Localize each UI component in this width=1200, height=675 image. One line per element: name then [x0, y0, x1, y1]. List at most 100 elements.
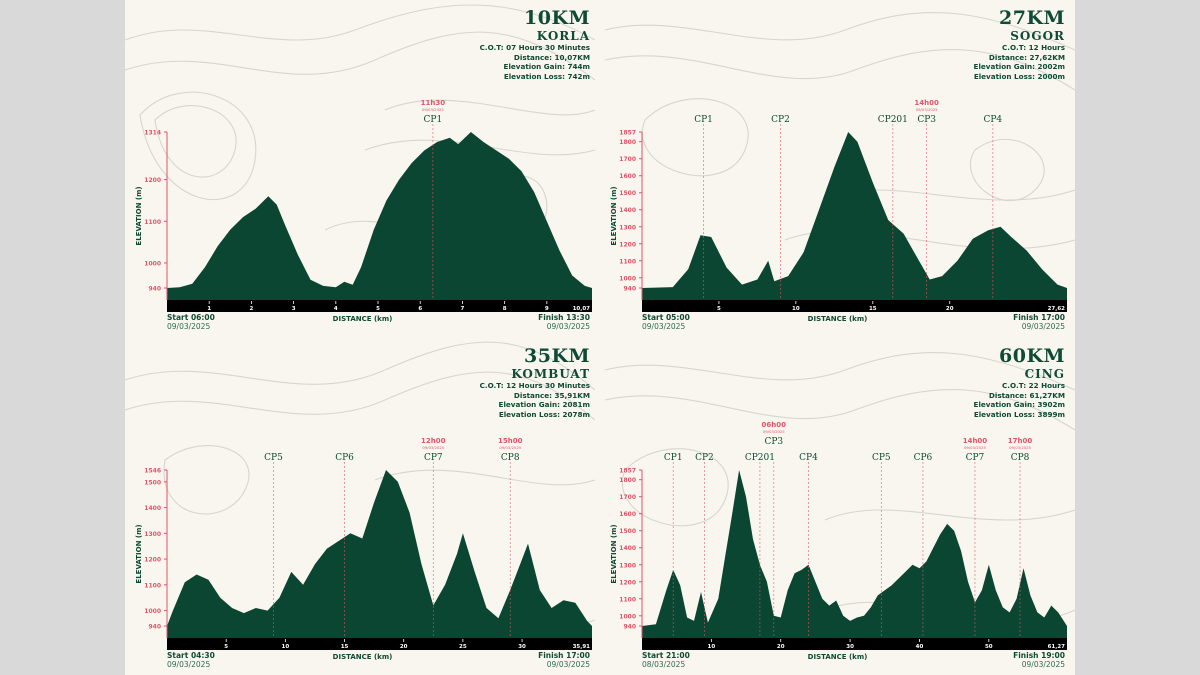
race-name: SOGOR	[1010, 29, 1065, 43]
start-time: Start 04:30	[167, 651, 215, 660]
checkpoint-cutoff-time: 11h30	[421, 99, 446, 107]
checkpoint-cutoff-time: 17h00	[1008, 437, 1033, 445]
y-tick-label: 1200	[144, 177, 161, 184]
race-name: CING	[1024, 367, 1065, 381]
checkpoint-cutoff-date: 09/03/2025	[499, 445, 521, 450]
x-tick-label: 30	[846, 644, 854, 650]
x-end-label: 10,07	[573, 306, 591, 312]
x-tick-label: 20	[946, 306, 954, 312]
start-info: Start 21:00 08/03/2025	[642, 651, 690, 669]
x-tick-label: 4	[334, 306, 338, 312]
race-header: 10KM KORLA C.O.T: 07 Hours 30 Minutes Di…	[480, 8, 590, 81]
y-tick-label: 1300	[619, 562, 636, 569]
finish-date: 09/03/2025	[1021, 322, 1065, 331]
elevation-chart: 940 1000 1100 1200 1300 1400 1500 1600 1700 1800 1…	[610, 99, 1067, 312]
y-tick-label: 940	[623, 624, 636, 631]
cut-off-time: C.O.T: 07 Hours 30 Minutes	[479, 43, 590, 52]
race-name: KOMBUAT	[511, 367, 590, 381]
checkpoint-label: CP7	[424, 453, 443, 463]
y-tick-label: 1857	[619, 468, 636, 475]
checkpoint-cutoff-date: 09/03/2025	[1009, 445, 1031, 450]
checkpoint-label: CP5	[264, 453, 283, 463]
y-tick-label: 1100	[144, 219, 161, 226]
y-tick-label: 940	[148, 286, 161, 293]
finish-time: Finish 13:30	[538, 313, 590, 322]
elevation-chart: 940 1000 1100 1200 1314 ELEVATION (m) 1 2 3 4 5 6 7 8…	[135, 99, 592, 312]
y-tick-label: 1857	[619, 130, 636, 137]
elevation-area	[642, 132, 1067, 300]
y-tick-label: 1700	[619, 156, 636, 163]
y-tick-label: 1600	[619, 173, 636, 180]
x-tick-label: 20	[400, 644, 408, 650]
elevation-gain-stat: Elevation Gain: 744m	[503, 62, 590, 71]
finish-time: Finish 17:00	[538, 651, 590, 660]
checkpoint-cutoff-date: 09/03/2025	[422, 445, 444, 450]
y-tick-label: 1000	[619, 613, 636, 620]
checkpoint-cutoff-date: 09/03/2025	[916, 107, 938, 112]
panel-35km: 940 1000 1100 1200 1300 1400 1500 1546 ELEVATION…	[125, 338, 600, 675]
checkpoint-label: CP5	[872, 453, 891, 463]
y-tick-label: 1200	[619, 241, 636, 248]
y-tick-label: 1500	[619, 190, 636, 197]
cut-off-time: C.O.T: 12 Hours	[1002, 43, 1065, 52]
elevation-profiles-board: 940 1000 1100 1200 1314 ELEVATION (m) 1 2 3 4 5 6 7 8…	[125, 0, 1075, 675]
finish-date: 09/03/2025	[546, 322, 590, 331]
x-tick-label: 7	[461, 306, 465, 312]
y-tick-label: 1100	[619, 258, 636, 265]
elevation-gain-stat: Elevation Gain: 2081m	[498, 400, 590, 409]
start-date: 08/03/2025	[642, 660, 686, 669]
start-info: Start 06:00 09/03/2025	[167, 313, 215, 331]
x-tick-label: 10	[708, 644, 716, 650]
checkpoint-label: CP6	[335, 453, 354, 463]
finish-time: Finish 19:00	[1013, 651, 1065, 660]
distance-band	[167, 300, 592, 312]
y-axis-label: ELEVATION (m)	[610, 524, 618, 583]
start-time: Start 21:00	[642, 651, 690, 660]
elevation-chart: 940 1000 1100 1200 1300 1400 1500 1600 1700 1800 1…	[610, 421, 1067, 650]
x-tick-label: 5	[376, 306, 380, 312]
x-tick-label: 9	[545, 306, 549, 312]
checkpoint-cutoff-time: 14h00	[914, 99, 939, 107]
y-tick-label: 1200	[144, 557, 161, 564]
race-header: 60KM CING C.O.T: 22 Hours Distance: 61,2…	[974, 346, 1065, 419]
cut-off-time: C.O.T: 22 Hours	[1002, 381, 1065, 390]
start-date: 09/03/2025	[167, 322, 211, 331]
checkpoint-cutoff-time: 15h00	[498, 437, 523, 445]
race-distance-title: 60KM	[999, 345, 1065, 367]
x-tick-label: 20	[777, 644, 785, 650]
start-date: 09/03/2025	[642, 322, 686, 331]
checkpoint-label: CP3	[917, 115, 936, 125]
x-tick-label: 25	[459, 644, 467, 650]
x-axis-label: DISTANCE (km)	[807, 653, 868, 661]
elevation-loss-stat: Elevation Loss: 2000m	[973, 71, 1065, 81]
x-tick-label: 8	[503, 306, 507, 312]
y-tick-label: 1300	[619, 224, 636, 231]
y-tick-label: 1600	[619, 511, 636, 518]
y-tick-label: 1314	[144, 130, 161, 137]
y-tick-label: 940	[148, 624, 161, 631]
start-date: 09/03/2025	[167, 660, 211, 669]
checkpoint-cutoff-date: 09/03/2025	[422, 107, 444, 112]
race-header: 35KM KOMBUAT C.O.T: 12 Hours 30 Minutes …	[480, 346, 590, 419]
elevation-gain-stat: Elevation Gain: 2002m	[973, 62, 1065, 71]
race-distance-title: 10KM	[524, 7, 590, 29]
elevation-chart: 940 1000 1100 1200 1300 1400 1500 1546 ELEVATION…	[135, 437, 592, 650]
elevation-area	[642, 470, 1067, 638]
y-axis-label: ELEVATION (m)	[610, 186, 618, 245]
y-tick-label: 1800	[619, 477, 636, 484]
race-name: KORLA	[536, 29, 590, 43]
x-tick-label: 10	[792, 306, 800, 312]
x-tick-label: 1	[207, 306, 211, 312]
y-tick-label: 1300	[144, 531, 161, 538]
elevation-area	[167, 470, 592, 638]
x-tick-label: 5	[224, 644, 228, 650]
y-tick-label: 1100	[619, 596, 636, 603]
x-tick-label: 2	[249, 306, 253, 312]
start-info: Start 04:30 09/03/2025	[167, 651, 215, 669]
checkpoint-label: CP7	[966, 453, 985, 463]
checkpoint-cutoff-time: 14h00	[963, 437, 988, 445]
finish-time: Finish 17:00	[1013, 313, 1065, 322]
panel-27km: 940 1000 1100 1200 1300 1400 1500 1600 1700 1800 1…	[600, 0, 1075, 337]
y-tick-label: 1000	[619, 275, 636, 282]
y-tick-label: 1500	[144, 479, 161, 486]
